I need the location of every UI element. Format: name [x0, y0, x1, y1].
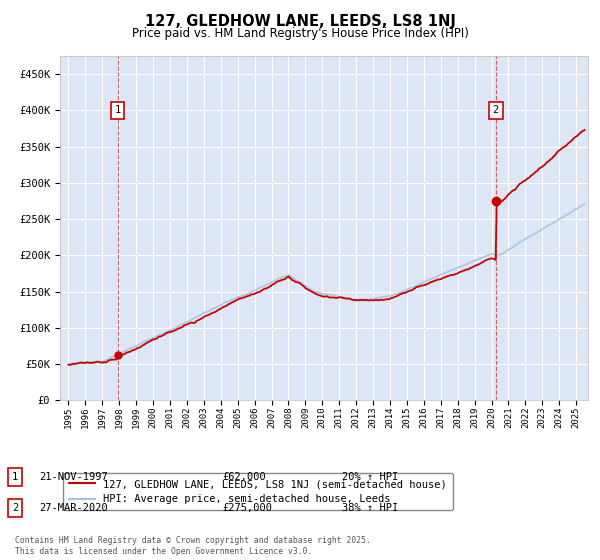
Text: 127, GLEDHOW LANE, LEEDS, LS8 1NJ: 127, GLEDHOW LANE, LEEDS, LS8 1NJ: [145, 14, 455, 29]
Text: 1: 1: [115, 105, 121, 115]
Text: 38% ↑ HPI: 38% ↑ HPI: [342, 503, 398, 513]
Text: 2: 2: [12, 503, 18, 513]
Text: 27-MAR-2020: 27-MAR-2020: [39, 503, 108, 513]
Legend: 127, GLEDHOW LANE, LEEDS, LS8 1NJ (semi-detached house), HPI: Average price, sem: 127, GLEDHOW LANE, LEEDS, LS8 1NJ (semi-…: [62, 473, 453, 511]
Text: 1: 1: [12, 472, 18, 482]
Text: 20% ↑ HPI: 20% ↑ HPI: [342, 472, 398, 482]
Text: 21-NOV-1997: 21-NOV-1997: [39, 472, 108, 482]
Text: £275,000: £275,000: [222, 503, 272, 513]
Text: £62,000: £62,000: [222, 472, 266, 482]
Text: 2: 2: [493, 105, 499, 115]
Text: Price paid vs. HM Land Registry's House Price Index (HPI): Price paid vs. HM Land Registry's House …: [131, 27, 469, 40]
Text: Contains HM Land Registry data © Crown copyright and database right 2025.
This d: Contains HM Land Registry data © Crown c…: [15, 536, 371, 556]
